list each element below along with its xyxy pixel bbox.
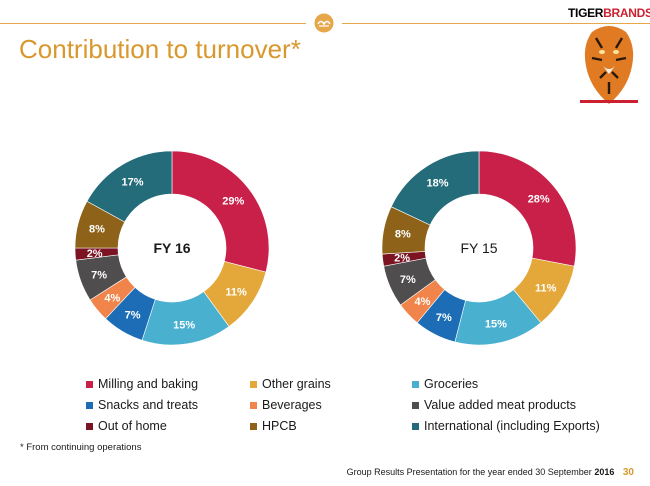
- legend-label: International (including Exports): [424, 419, 600, 433]
- legend-label: Value added meat products: [424, 398, 576, 412]
- brand-logo-part2: BRANDS: [603, 6, 650, 20]
- donut-slice-international-fy15: [390, 150, 480, 226]
- legend-label: Snacks and treats: [98, 398, 199, 412]
- legend-swatch: [86, 422, 93, 430]
- slice-value-label-beverages-fy16: 4%: [104, 292, 120, 304]
- brand-logo-part1: TIGER: [568, 6, 604, 20]
- legend-item-hpcb: HPCB: [250, 419, 297, 433]
- page-title: Contribution to turnover*: [19, 34, 301, 64]
- legend-item-international: International (including Exports): [412, 419, 600, 433]
- donut-chart-fy16-svg: 29% 11% 15% 7% 4% 7% 2% 8% 17% FY 16: [74, 150, 270, 346]
- slice-value-label-hpcb-fy16: 8%: [89, 224, 105, 236]
- page-number: 30: [622, 467, 634, 478]
- tiger-mascot-icon: [580, 26, 638, 104]
- donut-chart-fy15-svg: 28% 11% 15% 7% 4% 7% 2% 8% 18% FY 15: [381, 150, 577, 346]
- footer-year: 2016: [594, 467, 615, 477]
- legend-swatch: [412, 422, 419, 430]
- donut-chart-fy16: 29% 11% 15% 7% 4% 7% 2% 8% 17% FY 16: [74, 150, 270, 346]
- slice-value-label-groceries-fy15: 15%: [485, 319, 507, 331]
- legend-item-milling: Milling and baking: [86, 377, 198, 391]
- legend-item-snacks: Snacks and treats: [86, 398, 198, 412]
- legend-item-beverages: Beverages: [250, 398, 322, 412]
- legend-swatch: [412, 380, 419, 388]
- legend-label: Groceries: [424, 377, 479, 391]
- slice-value-label-snacks-fy15: 7%: [436, 312, 452, 324]
- legend-label: Milling and baking: [98, 377, 199, 391]
- slice-value-label-international-fy16: 17%: [122, 176, 144, 188]
- footnote: * From continuing operations: [20, 442, 142, 453]
- legend-swatch: [250, 401, 257, 409]
- legend-swatch: [250, 380, 257, 388]
- donut-slice-international-fy16: [86, 150, 173, 223]
- slice-value-label-out-of-home-fy16: 2%: [87, 248, 103, 260]
- slice-value-label-other-grains-fy16: 11%: [225, 287, 247, 299]
- slice-value-label-beverages-fy15: 4%: [415, 296, 431, 308]
- legend-swatch: [250, 422, 257, 430]
- legend-item-out-of-home: Out of home: [86, 419, 167, 433]
- legend-item-meat: Value added meat products: [412, 398, 576, 412]
- legend-label: Beverages: [262, 398, 322, 412]
- legend-label: Other grains: [262, 377, 331, 391]
- slice-value-label-international-fy15: 18%: [426, 178, 448, 190]
- legend-swatch: [412, 401, 419, 409]
- donut-center-title-fy16: FY 16: [153, 240, 190, 256]
- brand-emblem-icon: [314, 13, 334, 33]
- legend-item-other-grains: Other grains: [250, 377, 331, 391]
- donut-slice-milling-fy15: [478, 150, 577, 267]
- slice-value-label-snacks-fy16: 7%: [125, 310, 141, 322]
- slice-value-label-milling-fy16: 29%: [222, 195, 244, 207]
- legend-item-groceries: Groceries: [412, 377, 478, 391]
- footer-text: Group Results Presentation for the year …: [346, 467, 592, 477]
- legend-label: HPCB: [262, 419, 297, 433]
- donut-center-title-fy15: FY 15: [460, 240, 497, 256]
- legend-swatch: [86, 401, 93, 409]
- slice-value-label-meat-fy16: 7%: [91, 269, 107, 281]
- slice-value-label-hpcb-fy15: 8%: [395, 228, 411, 240]
- legend-label: Out of home: [98, 419, 167, 433]
- brand-logo: TIGERBRANDS: [568, 6, 650, 20]
- slice-value-label-meat-fy15: 7%: [400, 274, 416, 286]
- footer: Group Results Presentation for the year …: [347, 467, 634, 478]
- donut-chart-fy15: 28% 11% 15% 7% 4% 7% 2% 8% 18% FY 15: [381, 150, 577, 346]
- slice-value-label-out-of-home-fy15: 2%: [394, 253, 410, 265]
- slice-value-label-other-grains-fy15: 11%: [535, 282, 557, 294]
- legend-swatch: [86, 380, 93, 388]
- slice-value-label-groceries-fy16: 15%: [173, 320, 195, 332]
- slice-value-label-milling-fy15: 28%: [528, 194, 550, 206]
- donut-slice-milling-fy16: [171, 150, 270, 273]
